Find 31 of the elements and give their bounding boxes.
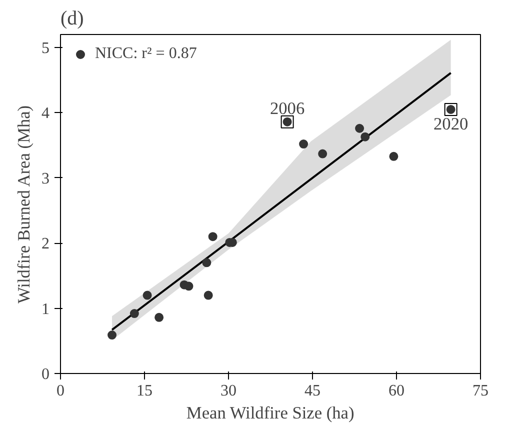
x-tick-label: 75	[472, 382, 488, 400]
point	[204, 290, 213, 300]
point	[130, 309, 139, 318]
y-axis-title: Wildfire Burned Area (Mha)	[14, 105, 34, 304]
point	[108, 330, 117, 340]
point	[389, 152, 398, 161]
x-tick-label: 15	[136, 382, 152, 400]
x-axis-title: Mean Wildfire Size (ha)	[186, 404, 355, 422]
point	[355, 124, 364, 133]
point	[202, 258, 212, 268]
point	[154, 312, 164, 322]
y-tick-label: 3	[42, 170, 50, 188]
y-tick-label: 1	[42, 300, 50, 318]
annotation: 2006	[270, 98, 305, 118]
legend-label: NICC: r² = 0.87	[95, 45, 197, 63]
y-tick-label: 2	[42, 236, 50, 253]
annotation: 2020	[433, 114, 468, 134]
point	[299, 140, 308, 149]
x-tick-label: 30	[220, 382, 236, 400]
point	[142, 290, 152, 300]
point	[184, 282, 194, 291]
chart-title: (d)	[60, 8, 84, 30]
y-tick-label: 0	[42, 366, 50, 383]
point	[360, 132, 370, 142]
y-tick-label: 5	[42, 40, 50, 58]
y-tick-label: 4	[42, 105, 50, 122]
point	[208, 232, 218, 242]
x-tick-label: 0	[56, 382, 64, 400]
x-tick-label: 45	[304, 382, 320, 400]
point	[318, 149, 328, 158]
x-tick-label: 60	[388, 382, 404, 400]
